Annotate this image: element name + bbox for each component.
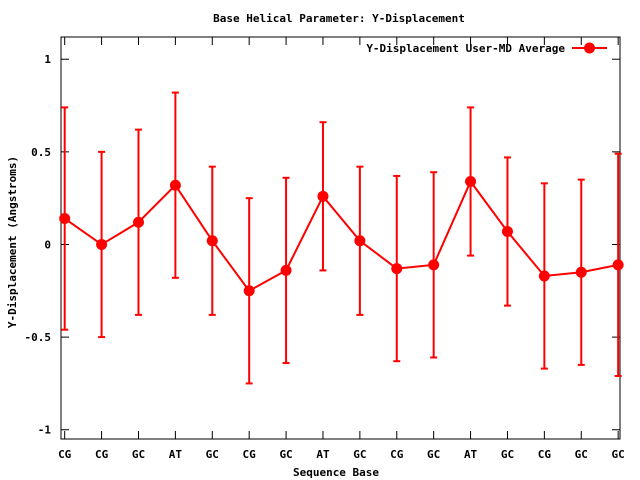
- y-tick-label: -0.5: [25, 331, 52, 344]
- x-tick-label: GC: [575, 448, 588, 461]
- data-point: [317, 190, 329, 202]
- x-tick-label: GC: [427, 448, 440, 461]
- x-tick-label: GC: [353, 448, 366, 461]
- y-tick-label: 1: [44, 53, 51, 66]
- series-layer: [59, 91, 624, 385]
- y-axis: -1 -0.5 0 0.5 1: [25, 53, 620, 437]
- x-tick-label: CG: [390, 448, 404, 461]
- y-tick-label: 0: [44, 238, 51, 251]
- x-tick-label: GC: [279, 448, 292, 461]
- x-tick-label: AT: [464, 448, 478, 461]
- data-point: [538, 270, 550, 282]
- x-tick-label: GC: [612, 448, 625, 461]
- data-point: [206, 235, 218, 247]
- data-point: [132, 216, 144, 228]
- y-tick-label: -1: [38, 424, 52, 437]
- legend-marker: [584, 42, 595, 54]
- data-point: [501, 226, 513, 238]
- data-point: [391, 263, 403, 275]
- plot-frame: [60, 36, 621, 440]
- data-point: [612, 259, 624, 271]
- x-tick-label: CG: [538, 448, 552, 461]
- x-tick-label: CG: [95, 448, 109, 461]
- series-line: [64, 179, 619, 293]
- chart-title: Base Helical Parameter: Y-Displacement: [213, 12, 465, 25]
- data-point: [428, 259, 440, 271]
- data-point: [59, 213, 71, 225]
- x-axis-label: Sequence Base: [293, 466, 379, 479]
- y-tick-label: 0.5: [31, 146, 51, 159]
- x-tick-label: GC: [206, 448, 219, 461]
- x-tick-label: AT: [316, 448, 330, 461]
- plot-area: [60, 36, 621, 440]
- x-tick-label: AT: [169, 448, 183, 461]
- data-point: [96, 238, 108, 250]
- data-point: [575, 266, 587, 278]
- x-tick-label: CG: [243, 448, 257, 461]
- legend: Y-Displacement User-MD Average: [366, 42, 607, 55]
- legend-label: Y-Displacement User-MD Average: [366, 42, 565, 55]
- data-point: [280, 264, 292, 276]
- x-tick-label: GC: [132, 448, 145, 461]
- data-point: [243, 285, 255, 297]
- x-tick-label: CG: [58, 448, 72, 461]
- data-point: [169, 179, 181, 191]
- data-point: [465, 175, 477, 187]
- y-axis-label: Y-Displacement (Angstroms): [6, 156, 19, 328]
- x-axis: CG CG GC AT GC CG GC AT GC CG GC AT GC CG GC GC: [58, 37, 625, 461]
- x-tick-label: GC: [501, 448, 514, 461]
- data-point: [354, 235, 366, 247]
